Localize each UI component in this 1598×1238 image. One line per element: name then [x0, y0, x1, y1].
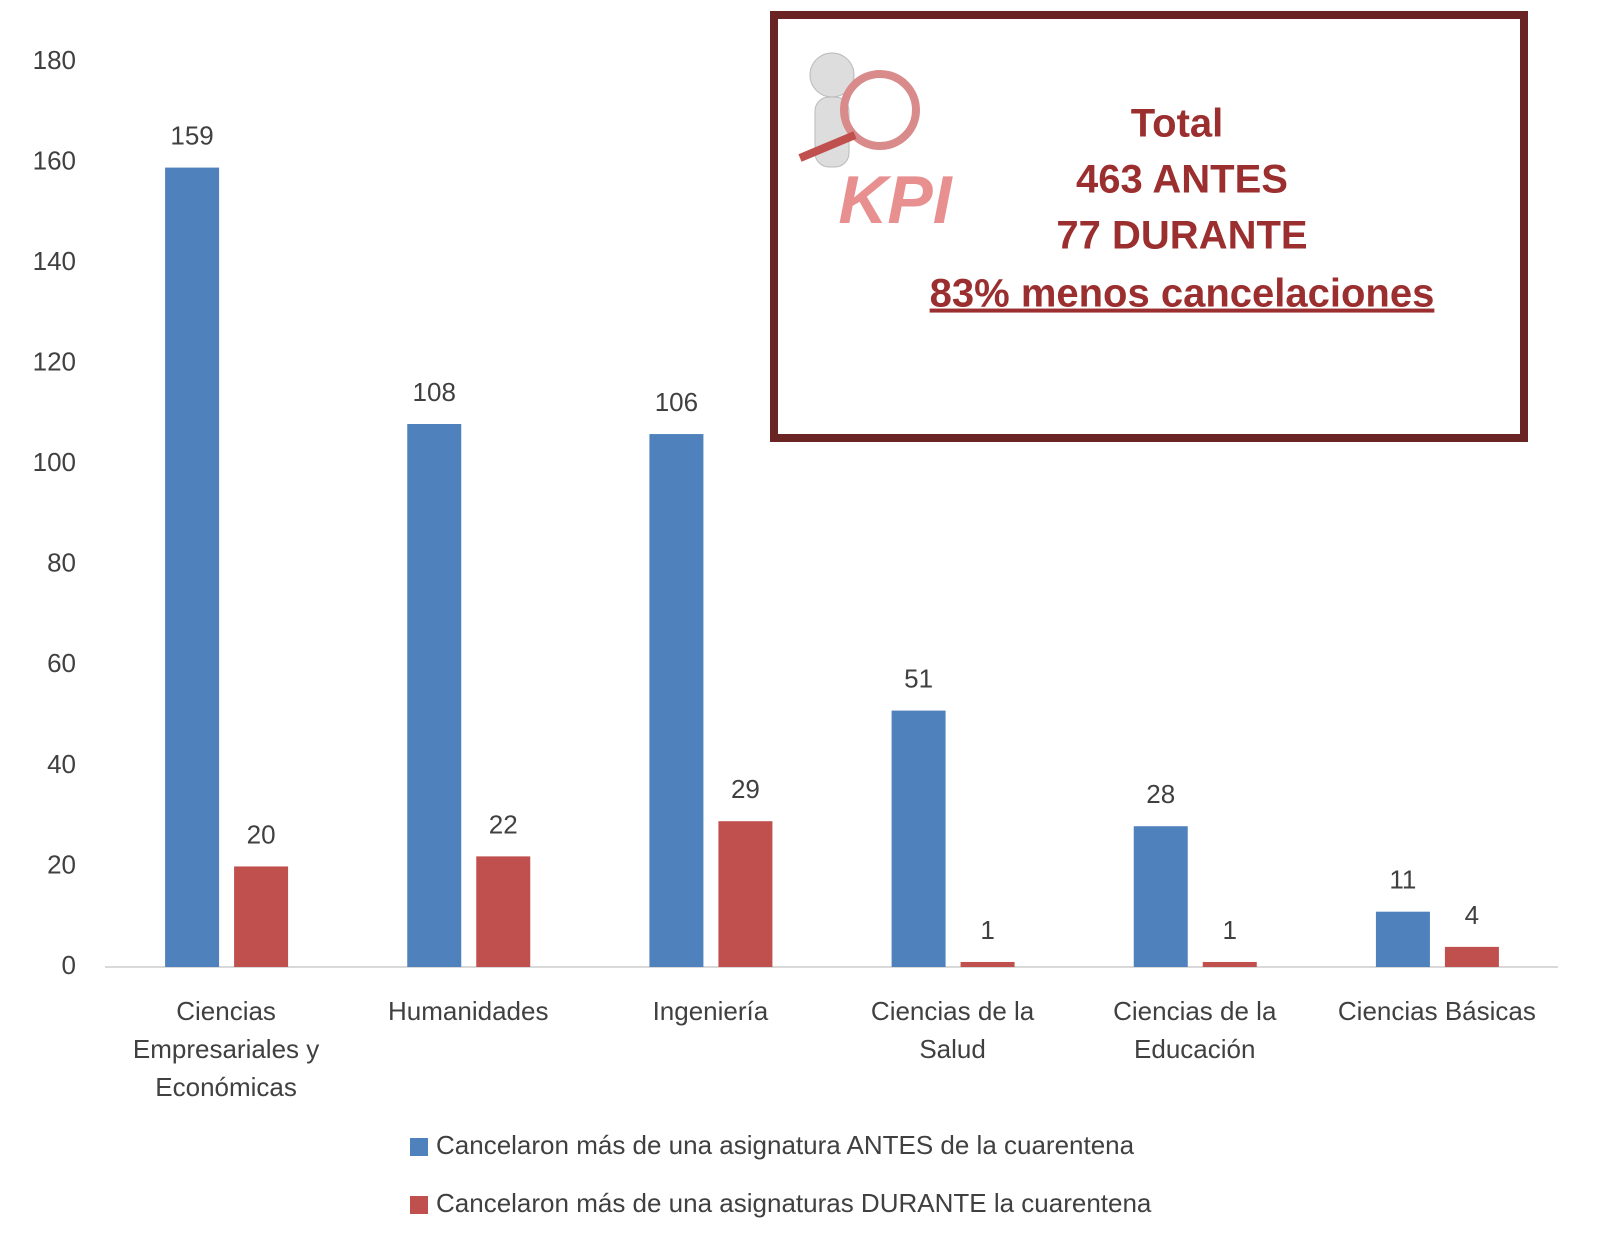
- data-label: 20: [247, 819, 276, 849]
- kpi-text: 463 ANTES: [1076, 158, 1288, 202]
- legend-label: Cancelaron más de una asignaturas DURANT…: [436, 1188, 1152, 1218]
- bar: [892, 711, 946, 967]
- data-label: 1: [1223, 915, 1237, 945]
- y-tick-label: 100: [33, 447, 76, 477]
- kpi-text: 77 DURANTE: [1056, 214, 1307, 258]
- bar: [1203, 962, 1257, 967]
- x-tick-label: Ciencias de la Educación: [1080, 992, 1310, 1068]
- data-label: 108: [413, 377, 456, 407]
- y-tick-label: 0: [62, 950, 76, 980]
- x-tick-label: Ciencias Básicas: [1322, 992, 1552, 1030]
- y-tick-label: 160: [33, 145, 76, 175]
- bar: [1445, 947, 1499, 967]
- data-label: 28: [1146, 779, 1175, 809]
- data-label: 11: [1389, 865, 1416, 895]
- data-label: 51: [904, 663, 933, 693]
- bar: [165, 168, 219, 967]
- kpi-text: Total: [1131, 102, 1224, 146]
- bar: [476, 856, 530, 967]
- bar: [407, 424, 461, 967]
- data-label: 1: [980, 915, 994, 945]
- data-label: 159: [170, 120, 213, 150]
- y-tick-label: 60: [47, 648, 76, 678]
- x-tick-label: Ciencias de la Salud: [838, 992, 1068, 1068]
- legend-label: Cancelaron más de una asignatura ANTES d…: [436, 1130, 1135, 1160]
- y-tick-label: 80: [47, 548, 76, 578]
- data-label: 4: [1465, 900, 1479, 930]
- y-tick-label: 40: [47, 749, 76, 779]
- bar: [1376, 912, 1430, 967]
- y-tick-label: 120: [33, 347, 76, 377]
- legend-swatch: [410, 1196, 428, 1214]
- bar: [1134, 826, 1188, 967]
- kpi-icon-text: KPI: [838, 162, 953, 238]
- kpi-text: 83% menos cancelaciones: [930, 272, 1435, 316]
- bar: [649, 434, 703, 967]
- bar: [961, 962, 1015, 967]
- y-tick-label: 180: [33, 45, 76, 75]
- data-label: 106: [655, 387, 698, 417]
- y-tick-label: 140: [33, 246, 76, 276]
- y-tick-label: 20: [47, 849, 76, 879]
- data-label: 29: [731, 774, 760, 804]
- legend-swatch: [410, 1138, 428, 1156]
- page: KPI 0 20 40 60 80 100 120 140 160 180 159 20 108 22 10…: [0, 0, 1598, 1238]
- x-tick-label: Ingeniería: [595, 992, 825, 1030]
- x-tick-label: Humanidades: [353, 992, 583, 1030]
- bar: [718, 821, 772, 967]
- bar: [234, 866, 288, 967]
- data-label: 22: [489, 809, 518, 839]
- x-tick-label: Ciencias Empresariales y Económicas: [111, 992, 341, 1106]
